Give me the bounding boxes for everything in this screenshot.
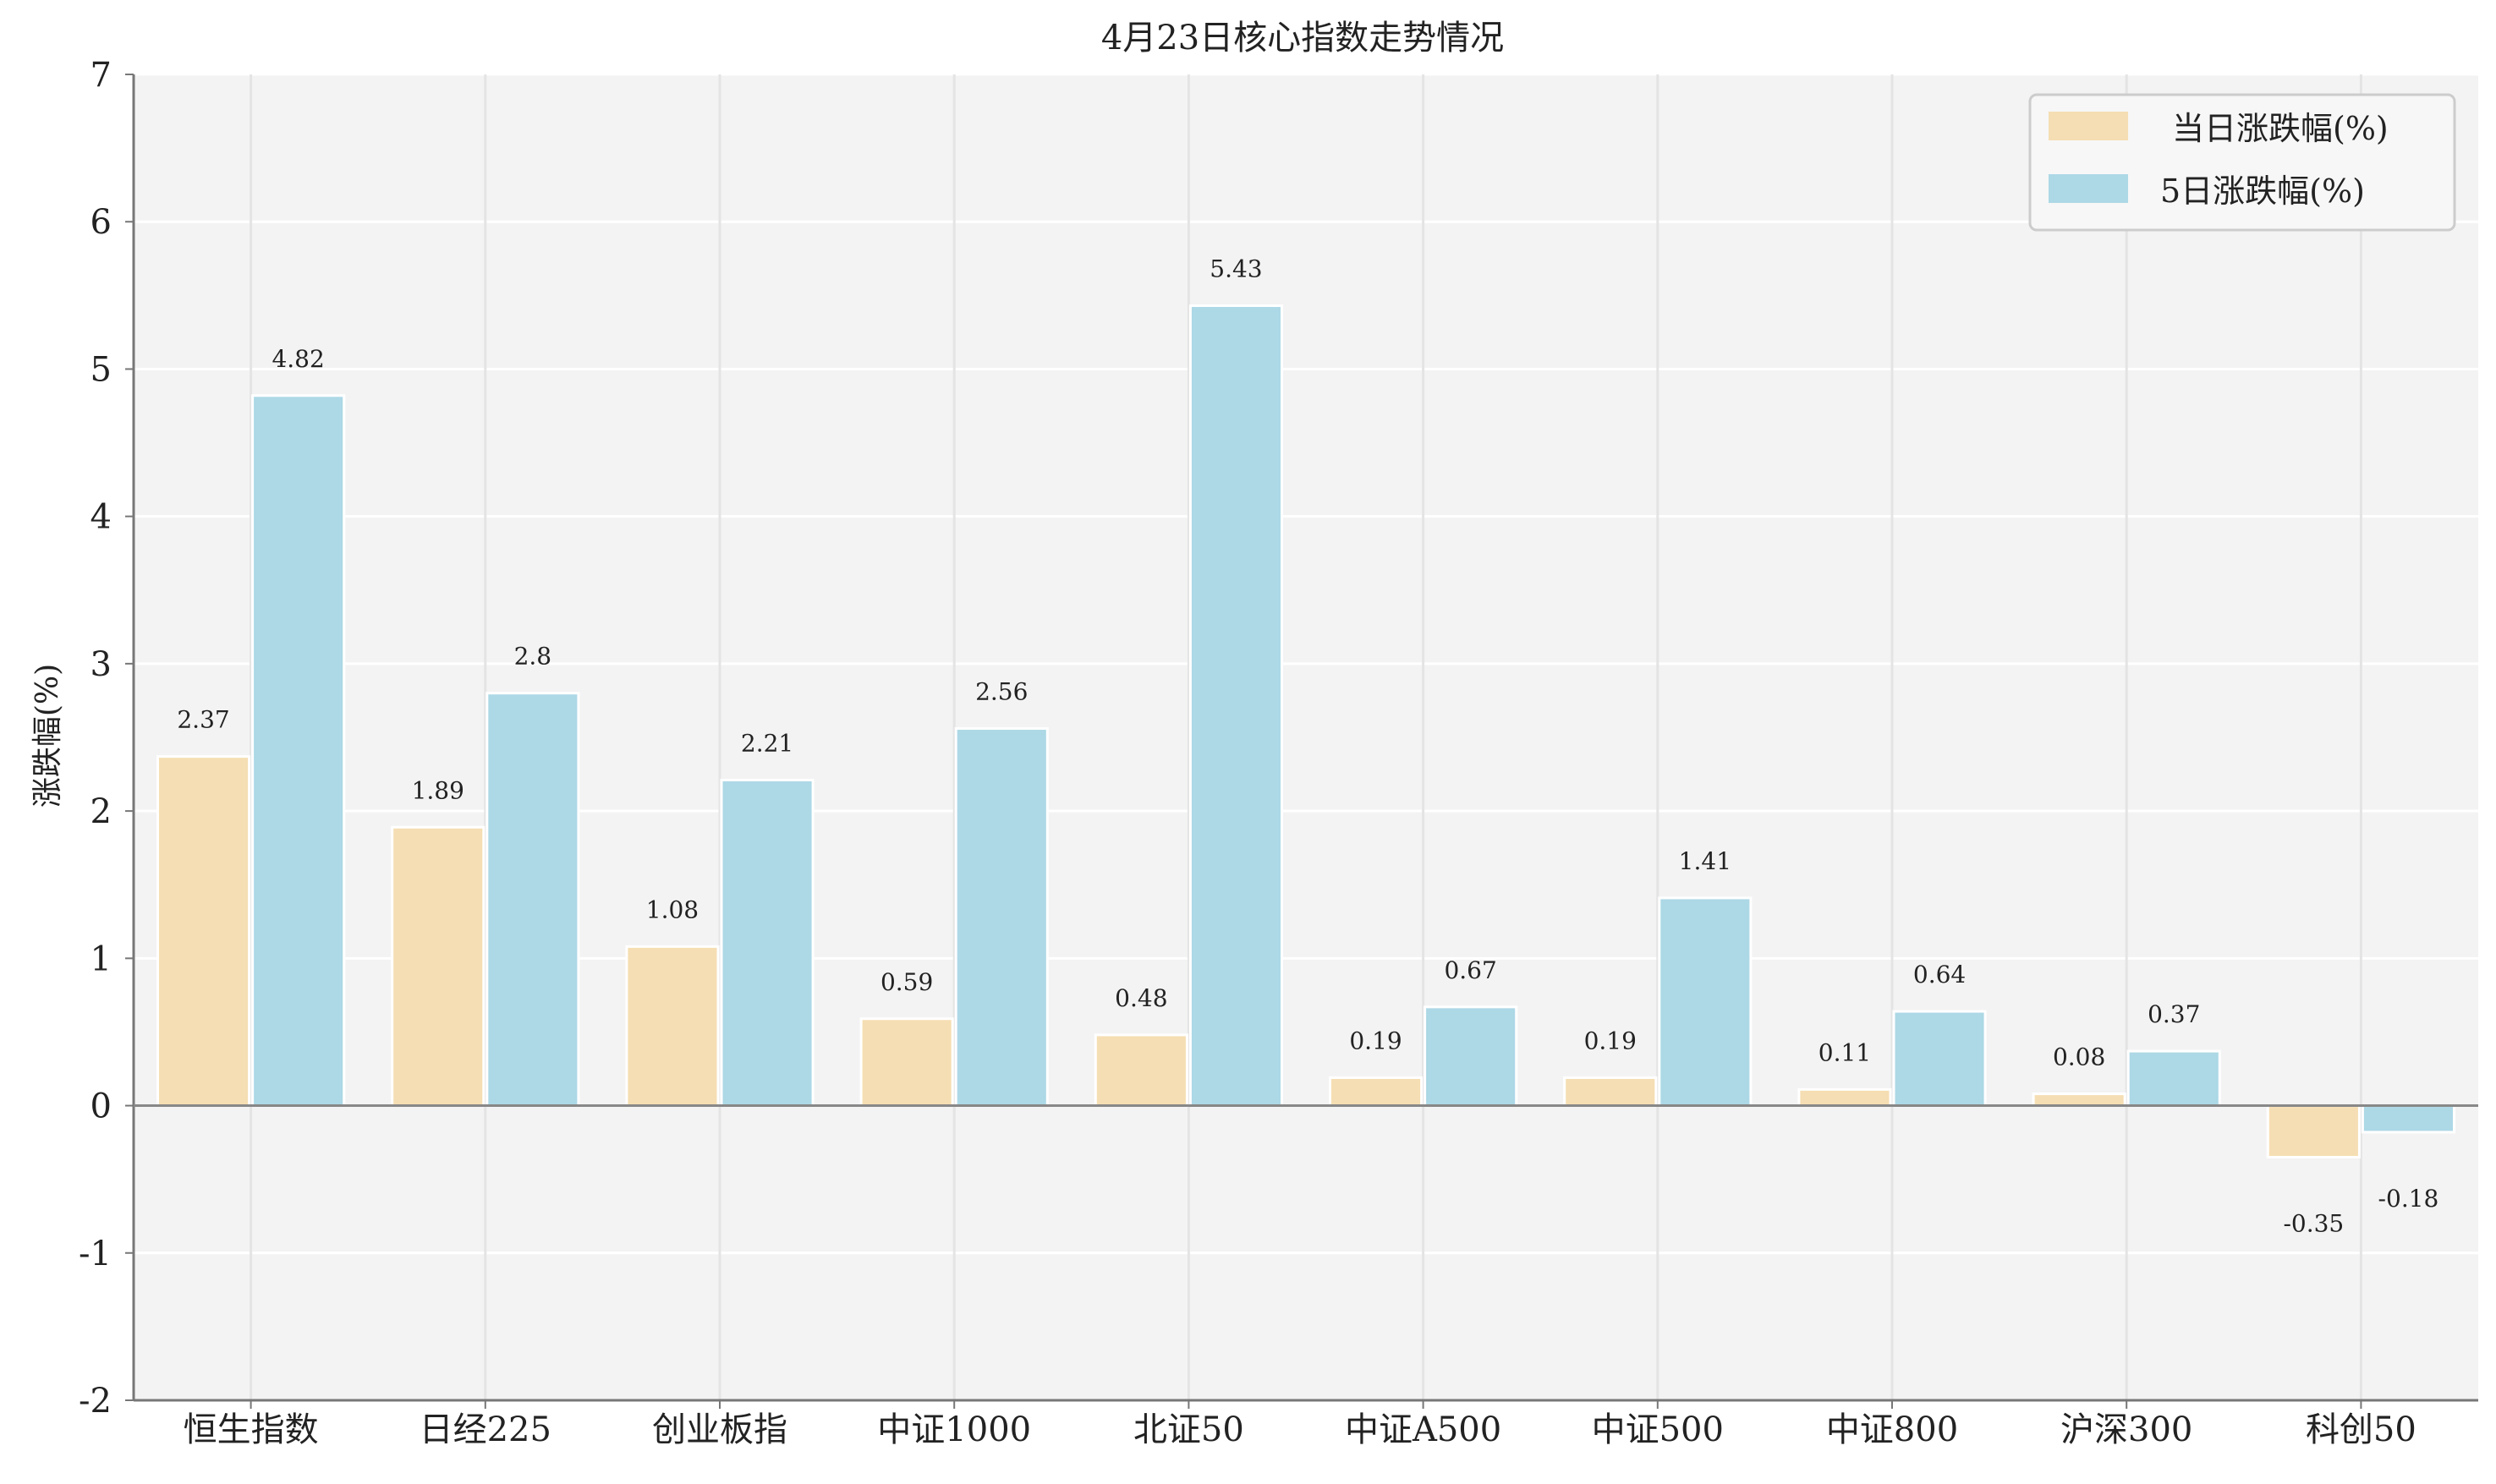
data-label-daily: 0.59 [880, 968, 933, 996]
bar-5day [954, 727, 1049, 1108]
bar-daily [156, 755, 251, 1108]
bar-daily [859, 1017, 954, 1108]
bar-5day [1892, 1010, 1987, 1108]
data-label-5day: -0.18 [2378, 1185, 2439, 1213]
data-label-daily: -0.35 [2283, 1210, 2344, 1238]
x-tick-label: 沪深300 [2060, 1410, 2192, 1449]
data-label-5day: 2.8 [514, 643, 552, 671]
data-label-5day: 0.37 [2148, 1000, 2200, 1028]
legend-label-5day: 5日涨跌幅(%) [2160, 172, 2365, 210]
data-label-daily: 2.37 [177, 706, 229, 734]
y-tick-label: 1 [91, 939, 112, 978]
bar-5day [1658, 896, 1753, 1108]
bar-daily [391, 825, 485, 1108]
data-label-5day: 2.21 [741, 730, 793, 758]
bars [156, 304, 2456, 1159]
data-label-5day: 5.43 [1210, 255, 1262, 283]
data-label-daily: 0.11 [1819, 1038, 1871, 1066]
x-tick-label: 科创50 [2306, 1410, 2416, 1449]
y-tick-label: 0 [91, 1087, 112, 1126]
data-label-5day: 0.64 [1913, 961, 1966, 988]
data-labels: 2.37 1.89 1.08 0.59 0.48 0.19 0.19 0.11 0.08 -0.3… [177, 255, 2438, 1238]
x-tick-label: 中证500 [1592, 1410, 1724, 1449]
data-label-daily: 0.19 [1584, 1027, 1637, 1054]
y-tick-label: 5 [91, 350, 112, 389]
y-tick-label: 7 [91, 56, 112, 95]
legend: 当日涨跌幅(%) 5日涨跌幅(%) [2028, 93, 2456, 232]
y-tick-label: -2 [79, 1382, 112, 1421]
y-tick-label: 3 [91, 645, 112, 684]
data-label-5day: 4.82 [272, 345, 324, 373]
data-label-5day: 0.67 [1444, 956, 1496, 984]
data-label-daily: 1.08 [646, 895, 699, 923]
x-tick-label: 中证1000 [877, 1410, 1031, 1449]
bar-5day [2126, 1049, 2221, 1108]
x-tick-label: 中证800 [1826, 1410, 1958, 1449]
data-label-daily: 0.48 [1115, 984, 1167, 1012]
bar-5day [485, 692, 580, 1108]
y-tick-label: 4 [91, 498, 112, 537]
y-tick-label: -1 [79, 1235, 112, 1273]
bar-daily [2032, 1092, 2126, 1108]
x-tick-label: 中证A500 [1345, 1410, 1501, 1449]
bar-daily [1094, 1033, 1188, 1108]
y-tick-label: 6 [91, 203, 112, 242]
bar-5day [1424, 1005, 1518, 1108]
data-label-daily: 0.08 [2053, 1043, 2105, 1071]
bar-5day [251, 394, 346, 1108]
bar-daily [1797, 1087, 1892, 1108]
x-tick-label: 恒生指数 [184, 1410, 319, 1449]
legend-box [2028, 93, 2456, 232]
legend-label-daily: 当日涨跌幅(%) [2172, 110, 2389, 147]
axes [132, 74, 2478, 1402]
bar-5day [2361, 1104, 2456, 1134]
x-tick-labels: 恒生指数 日经225 创业板指 中证1000 北证50 中证A500 中证500 中证800 沪… [184, 1400, 2416, 1449]
bar-daily [2266, 1104, 2361, 1159]
bar-5day [1188, 304, 1284, 1108]
chart-title: 4月23日核心指数走势情况 [1101, 19, 1504, 57]
data-label-5day: 1.41 [1679, 847, 1731, 875]
bar-5day [720, 779, 815, 1108]
x-tick-label: 日经225 [420, 1410, 551, 1449]
data-label-daily: 1.89 [412, 776, 464, 804]
y-tick-label: 2 [91, 792, 112, 831]
x-tick-label: 北证50 [1133, 1410, 1244, 1449]
y-axis-label: 涨跌幅(%) [30, 664, 65, 808]
data-label-daily: 0.19 [1349, 1027, 1402, 1054]
legend-swatch-5day [2049, 174, 2128, 203]
bar-daily [1328, 1076, 1424, 1108]
bar-daily [625, 945, 720, 1108]
y-tick-labels: 7 6 5 4 3 2 1 0 -1 -2 [79, 56, 134, 1421]
bar-daily [1563, 1076, 1658, 1108]
legend-swatch-daily [2049, 112, 2128, 140]
x-tick-label: 创业板指 [652, 1410, 787, 1449]
data-label-5day: 2.56 [975, 678, 1028, 706]
